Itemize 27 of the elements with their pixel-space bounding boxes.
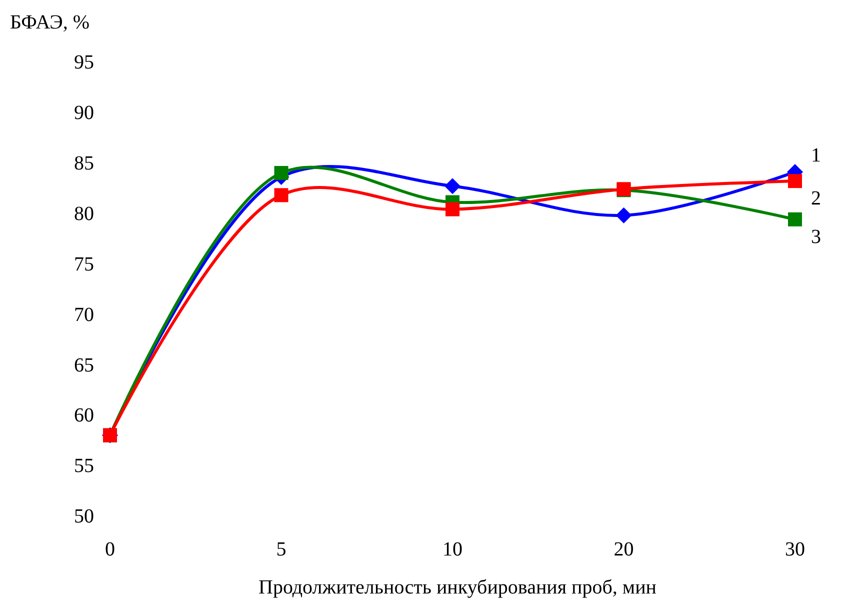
series-label: 1	[811, 144, 821, 167]
y-tick-label: 50	[74, 506, 94, 528]
y-axis-title: БФАЭ, %	[10, 12, 90, 34]
point	[274, 188, 288, 202]
x-axis-title: Продолжительность инкубирования проб, мин	[258, 576, 657, 599]
point	[274, 166, 288, 180]
y-tick-label: 85	[74, 152, 94, 174]
y-tick-label: 75	[74, 253, 94, 276]
y-tick-label: 80	[74, 202, 94, 225]
x-tick-label: 5	[276, 538, 286, 561]
series-label: 2	[811, 188, 821, 210]
point	[446, 202, 460, 216]
x-tick-label: 0	[105, 538, 115, 561]
x-tick-label: 10	[442, 538, 462, 561]
point	[788, 212, 802, 226]
y-tick-label: 95	[74, 52, 94, 74]
y-tick-label: 70	[74, 304, 94, 326]
y-tick-label: 65	[74, 354, 94, 376]
point	[444, 178, 460, 194]
y-tick-label: 55	[74, 455, 94, 478]
x-tick-label: 30	[785, 538, 805, 561]
point	[788, 174, 802, 188]
y-tick-label: 60	[74, 404, 94, 427]
point	[616, 207, 632, 224]
y-tick-label: 90	[74, 102, 94, 124]
series-label: 3	[811, 226, 821, 248]
x-tick-label: 20	[614, 538, 634, 561]
